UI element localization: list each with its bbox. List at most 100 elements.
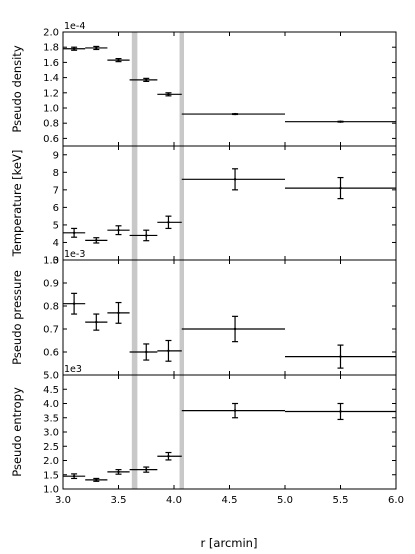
y-tick-label: 4.0	[43, 399, 59, 410]
x-tick-label: 5.5	[333, 495, 349, 506]
point-marker	[95, 46, 98, 50]
shaded-band	[131, 375, 138, 489]
point-marker	[167, 221, 170, 224]
point-marker	[339, 410, 342, 413]
point-marker	[233, 409, 237, 412]
point-marker	[145, 78, 148, 82]
data-point	[181, 112, 285, 116]
y-tick-label: 1.0	[43, 485, 59, 496]
data-point	[285, 402, 396, 421]
panel-frame	[62, 145, 397, 261]
y-axis-label: Pseudo pressure	[10, 270, 24, 365]
data-point	[157, 451, 182, 461]
point-marker	[339, 355, 342, 358]
y-tick-label: 4.5	[43, 385, 59, 396]
y-tick-label: 1.4	[43, 73, 59, 84]
shaded-band	[131, 146, 138, 260]
point-marker	[72, 302, 76, 305]
point-marker	[117, 470, 120, 474]
y-tick-label: 0.8	[43, 302, 59, 313]
y-tick-label: 1.5	[43, 470, 59, 481]
shaded-band	[131, 260, 138, 375]
y-tick-label: 0.6	[43, 134, 59, 145]
y-axis-label: Temperature [keV]	[10, 150, 24, 258]
y-tick-label: 1.0	[43, 256, 59, 267]
data-point	[181, 315, 285, 343]
y-tick-label: 0.7	[43, 325, 59, 336]
y-tick-label: 4	[53, 238, 59, 249]
y-axis-label: Pseudo entropy	[10, 387, 24, 477]
point-marker	[233, 327, 237, 331]
point-marker	[167, 93, 170, 96]
point-marker	[167, 455, 170, 458]
x-tick-label: 4.5	[222, 495, 238, 506]
data-point	[63, 473, 86, 480]
y-tick-label: 1.6	[43, 58, 59, 69]
point-marker	[145, 234, 148, 237]
shaded-band	[179, 146, 184, 260]
point-marker	[95, 478, 98, 482]
x-axis-label: r [arcmin]	[201, 536, 258, 550]
point-marker	[72, 47, 76, 50]
data-point	[181, 402, 285, 419]
data-point	[63, 46, 86, 51]
y-tick-label: 2.5	[43, 442, 59, 453]
data-point	[129, 343, 158, 361]
y-tick-label: 1.0	[43, 104, 59, 115]
data-point	[129, 77, 158, 83]
data-point	[285, 176, 396, 200]
data-point	[107, 301, 130, 324]
y-axis-label: Pseudo density	[10, 45, 24, 132]
x-tick-label: 4.0	[166, 495, 182, 506]
point-marker	[117, 228, 120, 232]
y-tick-label: 1.2	[43, 88, 59, 99]
data-point	[285, 344, 396, 369]
data-point	[157, 339, 182, 362]
y-tick-label: 6	[53, 203, 59, 214]
point-marker	[339, 120, 342, 123]
shaded-band	[131, 32, 138, 146]
y-tick-label: 7	[53, 185, 59, 196]
x-tick-label: 5.0	[277, 495, 293, 506]
shaded-band	[179, 260, 184, 375]
point-marker	[72, 474, 76, 478]
point-marker	[145, 468, 148, 471]
panel-1: 0.6 0.8 1.0 1.2 1.4 1.6 1.8 2.0 1e-4 Pseudo densi…	[10, 21, 397, 147]
y-tick-label: 2.0	[43, 28, 59, 39]
data-point	[285, 120, 396, 123]
point-marker	[167, 349, 170, 353]
y-tick-label: 3.5	[43, 413, 59, 424]
data-point	[107, 225, 130, 236]
data-point	[129, 229, 158, 242]
y-tick-label: 0.8	[43, 119, 59, 130]
y-tick-label: 1.8	[43, 43, 59, 54]
x-tick-label: 3.5	[111, 495, 127, 506]
y-tick-label: 3.0	[43, 428, 59, 439]
point-marker	[95, 320, 98, 324]
data-point	[157, 92, 182, 97]
point-marker	[339, 186, 342, 190]
y-tick-label: 9	[53, 150, 59, 161]
data-point	[85, 45, 108, 51]
data-point	[63, 292, 86, 315]
point-marker	[72, 231, 76, 235]
offset-text: 1e-3	[64, 249, 85, 260]
y-tick-label: 0.6	[43, 348, 59, 359]
x-tick-label: 6.0	[388, 495, 404, 506]
panel-frame	[62, 31, 397, 147]
data-point	[85, 237, 108, 244]
y-tick-label: 5	[53, 220, 59, 231]
data-point	[181, 168, 285, 191]
panel-3: 0.6 0.7 0.8 0.9 1.0 1e-3 Pseudo pressure	[10, 249, 397, 376]
point-marker	[117, 311, 120, 315]
point-marker	[233, 112, 237, 116]
point-marker	[233, 178, 237, 181]
y-tick-label: 8	[53, 168, 59, 179]
y-tick-label: 0.9	[43, 279, 59, 290]
panel-frame	[62, 259, 397, 376]
panel-4: 1.0 1.5 2.0 2.5 3.0 3.5 4.0 4.5 5.0 1e3 Pseudo ent…	[10, 364, 397, 496]
offset-text: 1e-4	[64, 21, 85, 32]
point-marker	[95, 239, 98, 242]
data-point	[107, 469, 130, 475]
